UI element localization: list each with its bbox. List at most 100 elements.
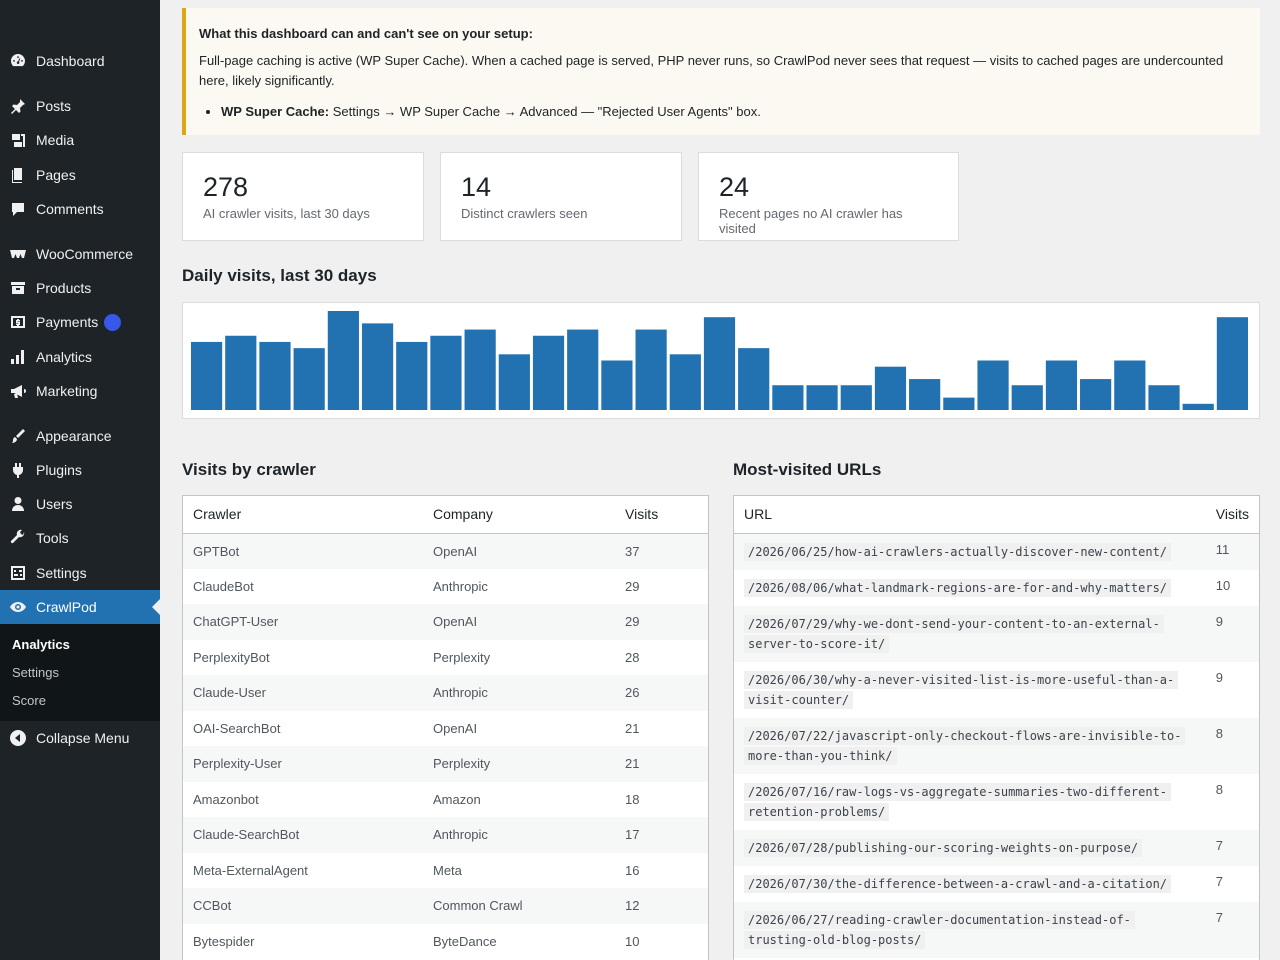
daily-visits-chart xyxy=(182,302,1260,419)
table-row: PerplexityBot Perplexity 28 xyxy=(183,640,708,676)
sidebar-item-pages[interactable]: Pages xyxy=(0,158,160,192)
visits-cell: 29 xyxy=(625,578,640,594)
chart-bar xyxy=(874,366,907,410)
sidebar-item-posts[interactable]: Posts xyxy=(0,89,160,123)
collapse-icon xyxy=(9,729,27,747)
chart-bar xyxy=(327,311,359,410)
stat-label: Distinct crawlers seen xyxy=(461,206,588,221)
chart-bar xyxy=(567,329,599,410)
url-code: /2026/07/29/why-we-dont-send-your-conten… xyxy=(744,614,1164,653)
url-cell: /2026/07/29/why-we-dont-send-your-conten… xyxy=(734,605,1206,662)
company-cell: Anthropic xyxy=(433,578,488,594)
sidebar-item-marketing[interactable]: Marketing xyxy=(0,374,160,408)
settings-icon xyxy=(9,564,27,582)
stat-label: Recent pages no AI crawler has visited xyxy=(719,206,903,236)
visits-cell: 11 xyxy=(1205,533,1259,570)
sidebar-item-users[interactable]: Users xyxy=(0,487,160,521)
archive-icon xyxy=(9,279,27,297)
col-header-company: Company xyxy=(423,496,615,534)
chart-bar xyxy=(738,348,770,411)
table-row: GPTBot OpenAI 37 xyxy=(183,533,708,569)
sidebar-item-products[interactable]: Products xyxy=(0,271,160,305)
notice-bullet: WP Super Cache: Settings → WP Super Cach… xyxy=(221,102,1246,122)
sidebar-item-tools[interactable]: Tools xyxy=(0,521,160,555)
chart-bar xyxy=(1045,360,1078,410)
chart-bar xyxy=(669,354,701,410)
sidebar-item-crawlpod[interactable]: CrawlPod xyxy=(0,590,160,624)
sidebar-item-label: Analytics xyxy=(36,349,93,365)
table-row: OAI-SearchBot OpenAI 21 xyxy=(183,711,708,747)
table-row: /2026/07/30/the-difference-between-a-cra… xyxy=(734,866,1259,902)
daily-visits-svg xyxy=(191,311,1248,411)
users-icon xyxy=(9,495,27,513)
chart-bar xyxy=(601,360,633,410)
dashboard-icon xyxy=(9,52,27,70)
sidebar-item-dashboard[interactable]: Dashboard xyxy=(0,44,160,78)
crawler-cell: Bytespider xyxy=(193,933,255,949)
submenu-item-analytics[interactable]: Analytics xyxy=(12,637,70,652)
sidebar-item-payments[interactable]: Payments xyxy=(0,305,160,339)
submenu-item-score[interactable]: Score xyxy=(12,693,46,708)
submenu-item-settings[interactable]: Settings xyxy=(12,665,59,680)
sidebar-item-label: Settings xyxy=(36,565,87,581)
company-cell: OpenAI xyxy=(423,533,615,569)
crawler-cell: Claude-SearchBot xyxy=(183,817,423,853)
visits-cell: 12 xyxy=(615,888,708,924)
comments-icon xyxy=(9,200,27,218)
url-code: /2026/07/22/javascript-only-checkout-flo… xyxy=(744,726,1186,765)
crawler-cell: GPTBot xyxy=(183,533,423,569)
sidebar-item-collapse-menu[interactable]: Collapse Menu xyxy=(0,721,160,755)
visits-cell: 9 xyxy=(1215,669,1224,685)
table-row: /2026/07/28/publishing-our-scoring-weigh… xyxy=(734,829,1259,866)
url-cell: /2026/08/06/what-landmark-regions-are-fo… xyxy=(734,570,1206,606)
table-row: /2026/07/29/why-we-dont-send-your-conten… xyxy=(734,605,1259,662)
stat-value: 278 xyxy=(203,172,249,202)
payments-icon xyxy=(9,313,27,331)
sidebar-item-label: Pages xyxy=(36,167,76,183)
visits-cell: 28 xyxy=(625,649,640,665)
chart-bar xyxy=(532,335,565,410)
sidebar-item-label: Dashboard xyxy=(36,53,105,69)
table-header-row: URL Visits xyxy=(734,496,1259,534)
company-cell: OpenAI xyxy=(423,604,615,640)
chart-bar xyxy=(772,385,804,410)
sidebar-item-label: Users xyxy=(36,496,73,512)
visits-cell: 37 xyxy=(615,533,708,569)
company-cell: Perplexity xyxy=(423,746,615,782)
sidebar-item-label: Posts xyxy=(36,98,72,114)
table-row: /2026/07/16/raw-logs-vs-aggregate-summar… xyxy=(734,774,1259,830)
table-header-row: Crawler Company Visits xyxy=(183,496,708,534)
sidebar-item-analytics[interactable]: Analytics xyxy=(0,340,160,374)
eye-icon xyxy=(9,598,27,616)
crawler-cell: OAI-SearchBot xyxy=(193,720,281,736)
chart-bar xyxy=(498,354,530,410)
chart-bar xyxy=(225,335,257,410)
notice-title: What this dashboard can and can't see on… xyxy=(199,26,533,41)
sidebar-item-label: Products xyxy=(36,280,92,296)
notice-bullet-bold: WP Super Cache: xyxy=(221,104,330,119)
col-header-url: URL xyxy=(734,496,1206,534)
crawler-cell: PerplexityBot xyxy=(193,649,270,665)
crawler-table: Crawler Company Visits GPTBot OpenAI 37 Cla… xyxy=(183,496,708,959)
visits-cell: 7 xyxy=(1215,873,1224,889)
table-row: /2026/06/27/reading-crawler-documentatio… xyxy=(734,901,1259,958)
chart-bar xyxy=(1114,360,1146,410)
crawler-cell: ClaudeBot xyxy=(193,578,254,594)
caching-notice: What this dashboard can and can't see on… xyxy=(182,8,1260,135)
sidebar-item-appearance[interactable]: Appearance xyxy=(0,419,160,453)
sidebar-item-plugins[interactable]: Plugins xyxy=(0,453,160,487)
sidebar-item-settings[interactable]: Settings xyxy=(0,556,160,590)
sidebar-item-media[interactable]: Media xyxy=(0,123,160,157)
sidebar-item-label: Media xyxy=(36,132,75,148)
visits-cell: 9 xyxy=(1205,605,1259,662)
url-code: /2026/07/28/publishing-our-scoring-weigh… xyxy=(744,838,1143,857)
sidebar-item-comments[interactable]: Comments xyxy=(0,192,160,226)
crawler-cell: Perplexity-User xyxy=(183,746,423,782)
table-row: /2026/06/25/how-ai-crawlers-actually-dis… xyxy=(734,533,1259,570)
chart-bar xyxy=(1182,403,1214,410)
url-code: /2026/08/06/what-landmark-regions-are-fo… xyxy=(744,578,1172,597)
url-cell: /2026/07/28/publishing-our-scoring-weigh… xyxy=(734,829,1206,866)
chart-bar xyxy=(1080,379,1112,410)
sidebar-item-woocommerce[interactable]: WooCommerce xyxy=(0,237,160,271)
chart-bar xyxy=(703,317,736,410)
